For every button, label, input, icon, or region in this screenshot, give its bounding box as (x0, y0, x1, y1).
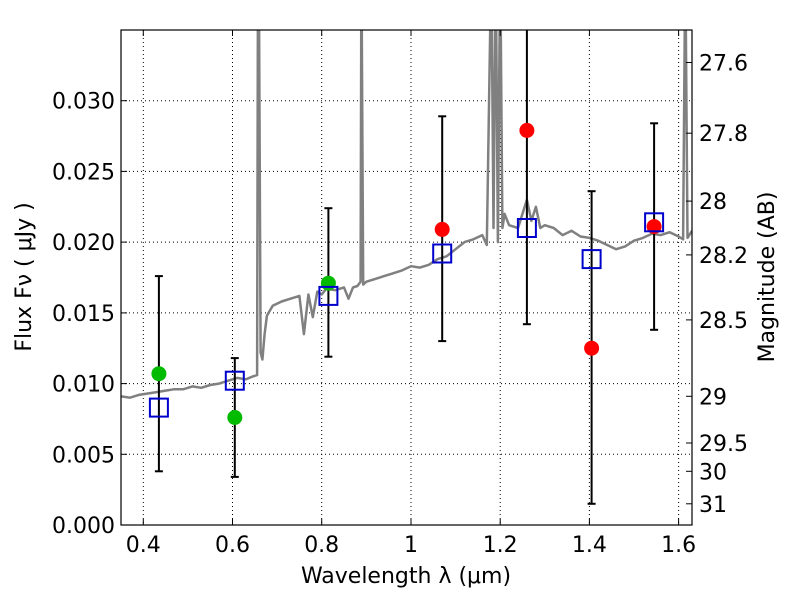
spectrum-line (121, 30, 692, 399)
green-marker (320, 275, 336, 291)
x-tick-label: 0.4 (126, 533, 161, 558)
red-marker (519, 122, 535, 138)
green-marker (227, 410, 243, 425)
model-square (432, 243, 453, 264)
plot-frame (120, 29, 693, 526)
y-tick-label: 0.025 (52, 160, 115, 185)
plot-area (121, 30, 692, 505)
x-tick-label: 1.4 (572, 533, 607, 558)
right-axis-label: Magnitude (AB) (755, 192, 780, 363)
grid (121, 30, 692, 526)
red-marker (434, 221, 450, 237)
tick-marks (121, 30, 692, 526)
right-tick-label: 27.8 (699, 122, 748, 147)
y-tick-label: 0.005 (52, 443, 115, 468)
model-square (318, 285, 339, 306)
x-tick-label: 0.6 (215, 533, 250, 558)
right-tick-label: 30 (699, 460, 727, 485)
x-tick-label: 1.2 (483, 533, 518, 558)
model-square (148, 397, 169, 418)
model-square (516, 218, 537, 238)
plot-background (121, 30, 692, 525)
green-marker (151, 366, 167, 382)
model-square (581, 249, 602, 270)
model-square (644, 212, 665, 233)
y-tick-label: 0.000 (52, 514, 115, 539)
x-tick-label: 0.8 (304, 533, 339, 558)
x-tick-label: 1.6 (661, 533, 696, 558)
right-tick-label: 31 (699, 493, 727, 518)
right-tick-label: 28.5 (699, 309, 748, 334)
model-square (224, 370, 245, 391)
y-tick-label: 0.020 (52, 231, 115, 256)
red-marker (584, 340, 600, 356)
y-axis-label: Flux Fν ( μJy ) (12, 202, 37, 351)
right-tick-label: 29.5 (699, 432, 748, 457)
y-tick-label: 0.030 (52, 90, 115, 115)
right-tick-label: 28 (699, 190, 727, 215)
y-tick-label: 0.010 (52, 373, 115, 398)
x-axis-label: Wavelength λ (μm) (301, 564, 511, 589)
right-tick-label: 29 (699, 385, 727, 410)
right-tick-label: 27.6 (699, 52, 748, 77)
right-tick-label: 28.2 (699, 244, 748, 269)
tick-labels: 0.4 0.6 0.8 1 1.2 1.4 1.6 0.000 0.005 0.010 0.015 0… (52, 52, 748, 558)
x-tick-label: 1 (404, 533, 418, 558)
y-tick-label: 0.015 (52, 302, 115, 327)
